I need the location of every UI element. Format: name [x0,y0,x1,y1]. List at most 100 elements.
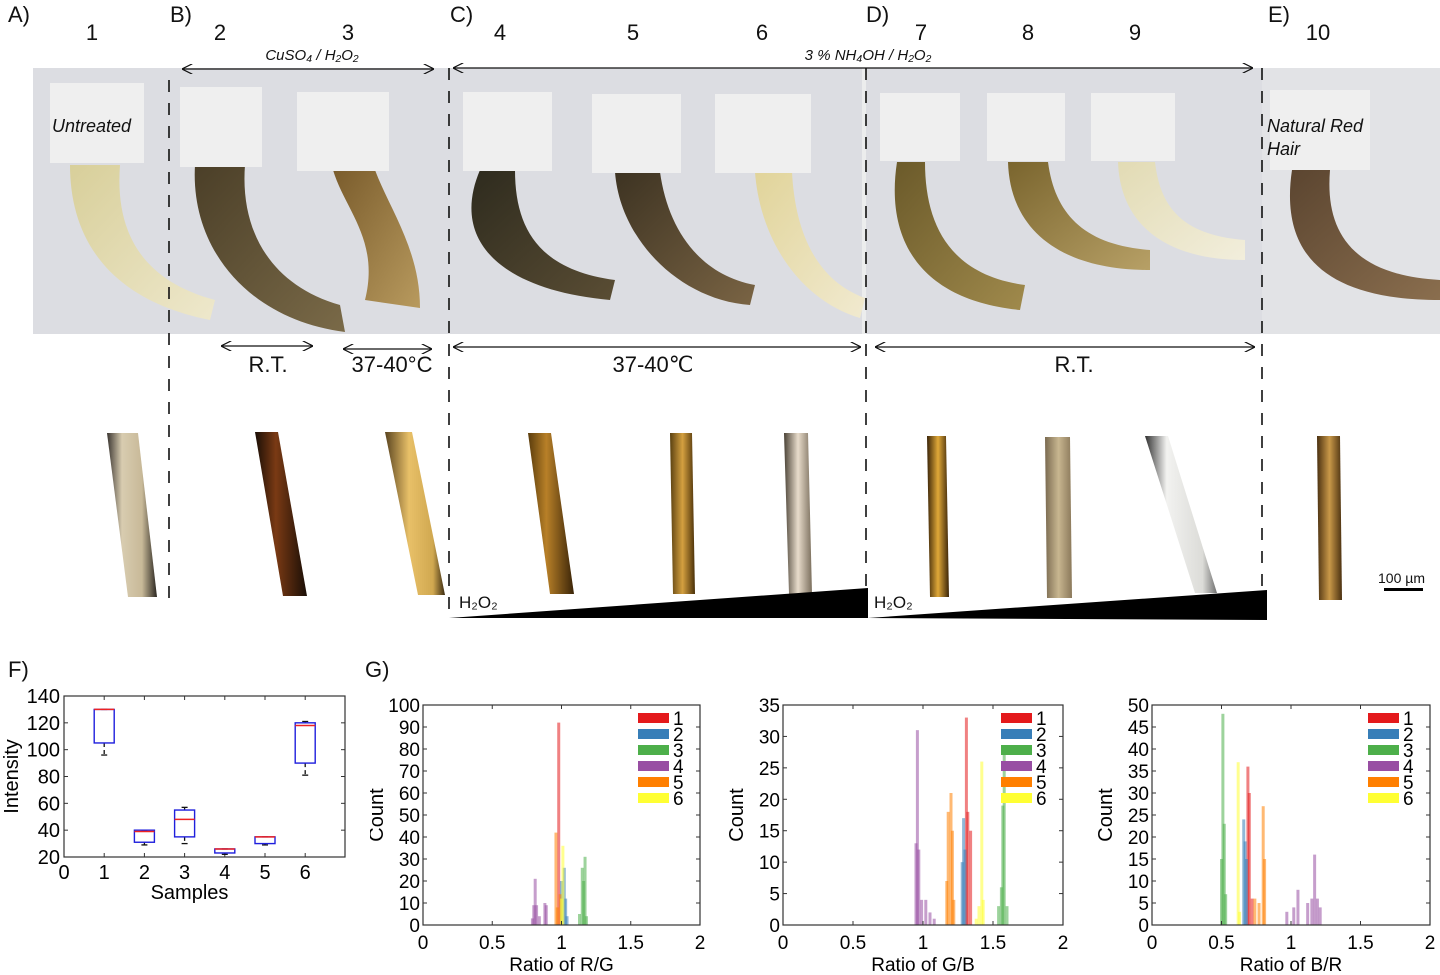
y-tick-label: 45 [1128,718,1149,739]
hist-bar-series-5 [555,907,559,925]
panel-letter-b: B) [170,2,192,27]
y-tick-label: 10 [399,894,420,915]
sample-number-8: 8 [1021,20,1035,45]
box-sample-2 [133,829,156,843]
x-tick-label: 0.5 [1208,933,1234,954]
hist-bar-series-4 [1313,854,1317,925]
panel-letter-f: F) [8,657,29,682]
legend-swatch-3 [638,745,669,755]
legend-swatch-6 [638,793,669,803]
micrograph-fiber-6 [784,433,812,594]
box-plot-intensity: 20 40 60 80 100 120 140 0 1 2 3 4 5 6 Samples Intensity [1,686,346,904]
legend-label-4: 4 [673,757,684,778]
legend-label-2: 2 [1036,725,1047,746]
micrograph-fiber-5 [670,433,695,594]
legend-swatch-1 [1001,713,1032,723]
legend-label-6: 6 [673,789,684,810]
hist-bar-series-3 [1221,713,1225,925]
x-tick-label: 2 [1425,933,1436,954]
y-tick-label: 140 [27,686,60,708]
hist-bar-series-3 [583,856,587,925]
hist-bar-series-3 [1224,894,1228,925]
card-label-natural-red-line2: Hair [1267,139,1301,159]
condition-label-rt-d: R.T. [1054,352,1094,377]
micrograph-fiber-9 [1145,436,1217,593]
x-tick-label: 2 [1058,933,1069,954]
photo-seam [862,68,866,334]
sample-number-3: 3 [341,20,355,45]
y-tick-label: 0 [769,916,780,937]
hist-bar-series-4 [1292,907,1296,925]
legend-label-4: 4 [1403,757,1414,778]
h2o2-gradient-wedge-c [449,588,868,618]
x-tick-label: 0.5 [840,933,866,954]
hair-swatch-6 [755,172,865,318]
hist-bar-series-5 [946,811,950,925]
hist-bar-series-5 [952,899,956,925]
hist-bar-series-6 [980,761,984,925]
legend-swatch-1 [638,713,669,723]
legend-label-4: 4 [1036,757,1047,778]
sample-number-7: 7 [914,20,928,45]
legend-swatch-2 [638,729,669,739]
legend-swatch-5 [638,777,669,787]
legend-swatch-1 [1368,713,1399,723]
x-axis-label: Ratio of G/B [871,955,975,975]
y-axis-label: Intensity [1,739,23,813]
y-tick-label: 60 [38,793,60,815]
hair-swatch-5 [615,172,755,305]
y-tick-label: 40 [38,820,60,842]
x-tick-label: 1 [99,862,110,884]
x-tick-label: 6 [300,862,311,884]
y-tick-label: 25 [759,759,780,780]
panel-letter-a: A) [8,2,30,27]
hist-bar-series-4 [1306,903,1310,925]
y-axis-label: Count [370,788,388,842]
y-tick-label: 35 [1128,762,1149,783]
y-tick-label: 15 [759,822,780,843]
y-tick-label: 30 [1128,784,1149,805]
legend-swatch-6 [1001,793,1032,803]
hist-bar-series-5 [1263,859,1267,925]
sample-number-10: 10 [1305,20,1331,45]
sample-number-5: 5 [626,20,640,45]
condition-label-temp-c: 37-40℃ [612,352,694,377]
legend-swatch-5 [1001,777,1032,787]
micrograph-fiber-1 [107,433,157,597]
x-tick-label: 1.5 [1347,933,1373,954]
legend-swatch-2 [1368,729,1399,739]
condition-label-temp-b: 37-40°C [351,352,433,377]
y-tick-label: 80 [399,740,420,761]
y-tick-label: 25 [1128,806,1149,827]
hist-bar-series-6 [1238,911,1242,925]
box-sample-3 [173,809,196,838]
h2o2-gradient-wedge-d [868,590,1267,620]
panel-letter-d: D) [866,2,890,27]
hist-bar-series-1 [557,722,561,925]
hist-bar-series-1 [969,830,973,925]
hist-bar-series-2 [963,849,967,925]
hist-bar-series-5 [950,830,954,925]
hair-swatch-10 [1289,170,1440,300]
hist-bar-series-4 [533,878,537,925]
x-tick-label: 0 [418,933,429,954]
x-tick-label: 5 [259,862,270,884]
legend-label-3: 3 [1403,741,1414,762]
panel-letter-c: C) [450,2,474,27]
y-tick-label: 70 [399,762,420,783]
hist-bar-series-4 [1315,898,1319,925]
y-tick-label: 40 [1128,740,1149,761]
hist-bar-series-2 [565,916,569,925]
legend-swatch-4 [1368,761,1399,771]
x-tick-label: 1 [918,933,929,954]
legend-label-3: 3 [1036,741,1047,762]
y-tick-label: 120 [27,713,60,735]
y-tick-label: 80 [38,767,60,789]
panel-letter-e: E) [1268,2,1290,27]
hist-bar-series-3 [578,914,582,925]
y-tick-label: 20 [399,872,420,893]
x-tick-label: 0 [58,862,69,884]
box-sample-6 [294,722,316,764]
hist-bar-series-4 [537,916,541,925]
